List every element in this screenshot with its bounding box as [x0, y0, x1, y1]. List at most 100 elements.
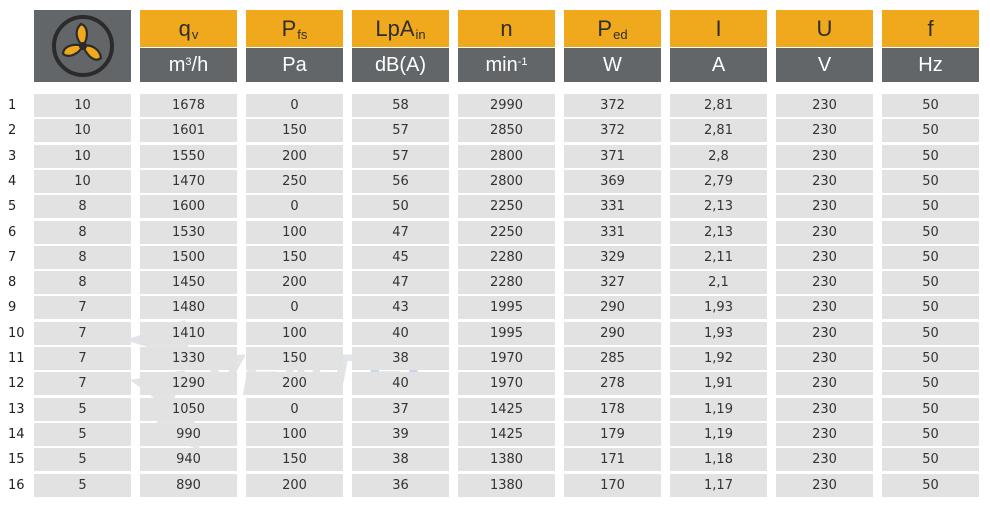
table-row: 8 8 1450 200 47 2280 327 2,1 230 50 [0, 271, 990, 295]
header-name: LpA in [352, 10, 449, 47]
table-cell: 372 [564, 94, 661, 117]
table-cell: 2,1 [670, 271, 767, 295]
table-cell: 230 [776, 94, 873, 117]
table-cell: 1,92 [670, 347, 767, 370]
table-cell: 372 [564, 119, 661, 143]
row-number: 12 [8, 376, 25, 392]
table-cell: 2280 [458, 245, 555, 269]
table-cell: 329 [564, 245, 661, 269]
table-cell: 230 [776, 296, 873, 320]
table-cell: 47 [352, 220, 449, 244]
table-cell: 1550 [140, 144, 237, 168]
unit-text: V [817, 53, 832, 76]
header-symbol: n [500, 15, 513, 41]
row-number: 4 [8, 173, 17, 189]
table-row: 9 7 1480 0 43 1995 290 1,93 230 50 [0, 296, 990, 320]
table-cell: 2,81 [670, 94, 767, 117]
header-subscript: v [191, 27, 199, 42]
table-cell: 230 [776, 397, 873, 421]
header-name: n [458, 10, 555, 47]
table-cell: 8 [34, 245, 131, 269]
unit-text: Hz [918, 53, 943, 76]
table-cell: 0 [246, 195, 343, 219]
table-cell: 5 [34, 448, 131, 472]
table-cell: 2850 [458, 119, 555, 143]
table-cell: 50 [882, 119, 979, 143]
table-cell: 50 [882, 296, 979, 320]
table-cell: 7 [34, 347, 131, 370]
row-number: 11 [8, 351, 25, 366]
table-cell: 2990 [458, 94, 555, 117]
table-cell: 57 [352, 119, 449, 143]
table-cell: 1330 [140, 347, 237, 370]
table-cell: 1,19 [670, 422, 767, 446]
table-cell: 1,93 [670, 321, 767, 345]
table-cell: 100 [246, 422, 343, 446]
table-cell: 250 [246, 169, 343, 193]
table-cell: 50 [882, 422, 979, 446]
fan-icon [51, 15, 114, 77]
table-cell: 1,19 [670, 397, 767, 421]
row-number: 13 [8, 401, 25, 417]
row-number: 10 [8, 325, 25, 341]
table-cell: 50 [882, 271, 979, 295]
table-cell: 178 [564, 397, 661, 421]
table-cell: 200 [246, 144, 343, 168]
table-cell: 327 [564, 271, 661, 295]
table-cell: 2,8 [670, 144, 767, 168]
table-cell: 50 [882, 245, 979, 269]
table-cell: 1678 [140, 94, 237, 117]
table-cell: 2,79 [670, 169, 767, 193]
table-cell: 50 [882, 372, 979, 396]
table-cell: 5 [34, 473, 131, 497]
table-cell: 0 [246, 94, 343, 117]
table-cell: 1480 [140, 296, 237, 320]
table-cell: 100 [246, 321, 343, 345]
table-row: 4 10 1470 250 56 2800 369 2,79 230 50 [0, 169, 990, 193]
table-cell: 50 [882, 94, 979, 117]
table-cell: 170 [564, 473, 661, 497]
header-col-4: n min -1 [458, 10, 555, 82]
row-number: 2 [8, 123, 17, 139]
table-cell: 369 [564, 169, 661, 193]
table-cell: 50 [882, 220, 979, 244]
header-symbol: LpA [375, 15, 415, 41]
table-cell: 230 [776, 119, 873, 143]
table-cell: 50 [882, 169, 979, 193]
table-cell: 230 [776, 473, 873, 497]
table-cell: 230 [776, 195, 873, 219]
table-cell: 50 [882, 397, 979, 421]
table-cell: 39 [352, 422, 449, 446]
row-number: 15 [8, 452, 25, 468]
fan-logo-cell [34, 10, 131, 82]
table-cell: 2,13 [670, 195, 767, 219]
header-unit: W [564, 48, 661, 82]
header-symbol: q [178, 15, 191, 41]
table-cell: 1995 [458, 321, 555, 345]
table-cell: 2250 [458, 195, 555, 219]
table-cell: 1995 [458, 296, 555, 320]
table-cell: 1970 [458, 347, 555, 370]
header-unit: Hz [882, 48, 979, 82]
header-unit: min -1 [458, 48, 555, 82]
table-cell: 2,81 [670, 119, 767, 143]
header-symbol: I [715, 15, 722, 41]
table-cell: 1380 [458, 448, 555, 472]
table-cell: 100 [246, 220, 343, 244]
header-unit: Pa [246, 48, 343, 82]
table-row: 7 8 1500 150 45 2280 329 2,11 230 50 [0, 245, 990, 269]
header-unit: V [776, 48, 873, 82]
table-cell: 1410 [140, 321, 237, 345]
row-number: 16 [8, 477, 25, 493]
table-cell: 1600 [140, 195, 237, 219]
table-cell: 230 [776, 271, 873, 295]
table-cell: 7 [34, 372, 131, 396]
header-unit: m 3/h [140, 48, 237, 82]
table-cell: 1290 [140, 372, 237, 396]
row-number: 5 [8, 199, 17, 215]
header-name: U [776, 10, 873, 47]
table-cell: 1425 [458, 397, 555, 421]
